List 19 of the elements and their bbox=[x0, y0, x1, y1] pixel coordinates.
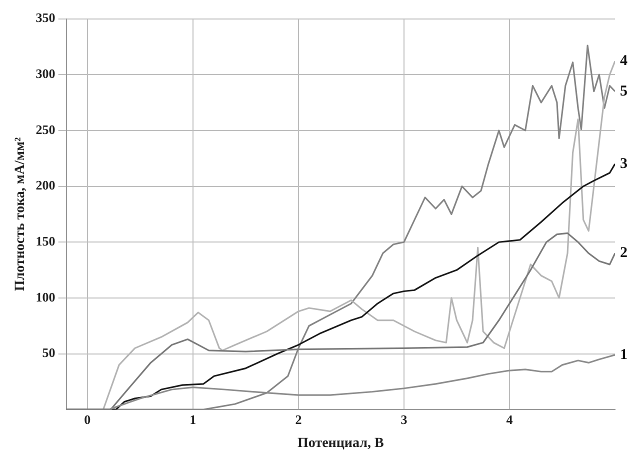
y-axis-title: Плотность тока, мА/мм² bbox=[13, 137, 28, 292]
x-tick-label: 3 bbox=[400, 412, 408, 427]
x-tick-label: 1 bbox=[190, 412, 196, 427]
y-tick-label: 100 bbox=[36, 289, 56, 304]
series-label: 3 bbox=[620, 156, 628, 172]
series-label: 5 bbox=[620, 83, 628, 100]
series-label: 2 bbox=[620, 245, 628, 262]
y-tick-label: 200 bbox=[36, 178, 56, 193]
series-label: 4 bbox=[620, 53, 628, 70]
x-tick-label: 4 bbox=[506, 412, 514, 427]
y-tick-label: 300 bbox=[36, 66, 56, 81]
x-axis-title: Потенциал, В bbox=[297, 436, 384, 452]
y-tick-label: 250 bbox=[36, 122, 56, 137]
x-tick-label: 0 bbox=[84, 412, 91, 427]
y-tick-label: 350 bbox=[36, 10, 56, 26]
x-tick-label: 2 bbox=[295, 412, 302, 427]
y-tick-label: 150 bbox=[36, 233, 56, 248]
series-label: 1 bbox=[620, 346, 628, 363]
y-tick-label: 50 bbox=[42, 345, 56, 360]
